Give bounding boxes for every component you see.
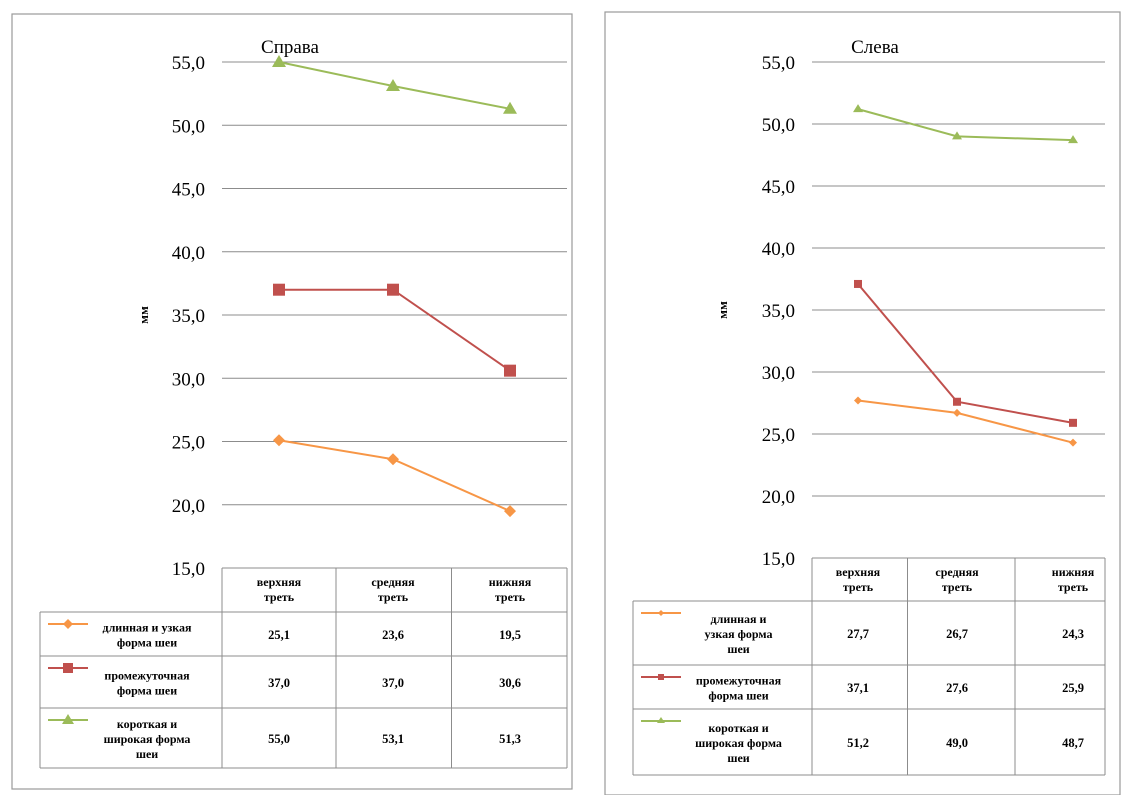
data-point <box>953 408 961 417</box>
data-point <box>387 283 399 296</box>
data-value-label: 27,7 <box>847 627 869 641</box>
data-value-label: 48,7 <box>1062 736 1084 750</box>
series-name-label: промежуточная <box>696 674 782 688</box>
y-tick-label: 40,0 <box>172 243 205 264</box>
legend-key-marker <box>657 717 665 723</box>
x-category-label: средняя <box>935 565 979 579</box>
y-tick-label: 55,0 <box>172 53 205 74</box>
data-value-label: 19,5 <box>499 628 521 642</box>
x-category-label: треть <box>495 590 526 604</box>
data-point <box>1069 438 1077 447</box>
data-value-label: 30,6 <box>499 676 521 690</box>
series-name-label: форма шеи <box>708 689 768 703</box>
legend-key-marker <box>658 610 664 616</box>
data-value-label: 23,6 <box>382 628 404 642</box>
data-value-label: 53,1 <box>382 732 404 746</box>
chart-right-side: 15,0 20,0 25,0 30,0 35,0 40,0 45,0 50,0 55,0 мм Сп… <box>11 13 573 790</box>
data-point <box>952 131 962 140</box>
data-point <box>272 55 286 67</box>
legend-key-marker <box>62 714 74 724</box>
x-category-label: нижняя <box>1052 565 1095 579</box>
x-category-label: нижняя <box>489 575 532 589</box>
data-point <box>504 364 516 377</box>
x-category-label: треть <box>264 590 295 604</box>
legend-key-marker <box>658 674 664 680</box>
series-name-label: промежуточная <box>104 669 190 683</box>
y-axis-label: мм <box>136 306 151 324</box>
data-value-label: 24,3 <box>1062 627 1084 641</box>
y-tick-label: 15,0 <box>172 559 205 580</box>
data-value-label: 51,2 <box>847 736 869 750</box>
data-point <box>854 279 862 288</box>
legend-key-marker <box>63 619 73 629</box>
data-point <box>503 101 517 114</box>
chart-frame <box>11 13 573 790</box>
series-name-label: короткая и <box>708 721 768 735</box>
data-value-label: 25,9 <box>1062 681 1084 695</box>
y-tick-label: 50,0 <box>762 115 795 136</box>
x-category-label: треть <box>378 590 409 604</box>
data-point <box>953 397 961 406</box>
y-tick-label: 20,0 <box>762 487 795 508</box>
chart-left-side-svg: 15,0 20,0 25,0 30,0 35,0 40,0 45,0 50,0 55,0 мм Сл… <box>604 11 1121 795</box>
y-tick-label: 25,0 <box>762 425 795 446</box>
data-value-label: 26,7 <box>946 627 968 641</box>
series-name-label: широкая форма <box>104 732 191 746</box>
x-category-label: треть <box>843 580 874 594</box>
legend-key-marker <box>63 663 73 673</box>
y-tick-label: 55,0 <box>762 53 795 74</box>
series-name-label: форма шеи <box>117 636 177 650</box>
x-category-label: треть <box>1058 580 1089 594</box>
x-category-label: средняя <box>371 575 415 589</box>
x-category-label: верхняя <box>836 565 881 579</box>
y-tick-label: 25,0 <box>172 433 205 454</box>
series-name-label: длинная и <box>711 612 767 626</box>
data-point <box>387 453 399 466</box>
y-tick-label: 45,0 <box>762 177 795 198</box>
y-tick-label: 50,0 <box>172 116 205 137</box>
chart-title: Слева <box>851 37 899 58</box>
data-value-label: 27,6 <box>946 681 968 695</box>
chart-left-side: 15,0 20,0 25,0 30,0 35,0 40,0 45,0 50,0 55,0 мм Сл… <box>597 0 1127 795</box>
series-name-label: форма шеи <box>117 684 177 698</box>
data-point <box>273 434 285 447</box>
data-point <box>386 79 400 92</box>
series-name-label: шеи <box>727 642 749 656</box>
data-value-label: 37,0 <box>382 676 404 690</box>
series-name-label: шеи <box>136 747 158 761</box>
data-point <box>1068 135 1078 144</box>
data-value-label: 49,0 <box>946 736 968 750</box>
series-name-label: короткая и <box>117 717 177 731</box>
data-point <box>504 505 516 518</box>
x-category-label: верхняя <box>257 575 302 589</box>
x-category-label: треть <box>942 580 973 594</box>
y-tick-label: 35,0 <box>762 301 795 322</box>
data-point <box>273 283 285 296</box>
data-value-label: 25,1 <box>268 628 290 642</box>
chart-right-side-svg: 15,0 20,0 25,0 30,0 35,0 40,0 45,0 50,0 55,0 мм Сп… <box>11 13 573 790</box>
series-name-label: узкая форма <box>705 627 773 641</box>
data-value-label: 51,3 <box>499 732 521 746</box>
series-name-label: широкая форма <box>695 736 782 750</box>
y-tick-label: 40,0 <box>762 239 795 260</box>
data-point <box>853 104 863 113</box>
y-tick-label: 35,0 <box>172 306 205 327</box>
y-tick-label: 30,0 <box>172 369 205 390</box>
chart-frame <box>604 11 1121 795</box>
series-name-label: шеи <box>727 751 749 765</box>
y-tick-label: 30,0 <box>762 363 795 384</box>
y-tick-label: 15,0 <box>762 549 795 570</box>
y-tick-label: 45,0 <box>172 180 205 201</box>
data-value-label: 37,0 <box>268 676 290 690</box>
series-name-label: длинная и узкая <box>103 621 193 635</box>
data-point <box>854 396 862 405</box>
data-value-label: 37,1 <box>847 681 869 695</box>
data-value-label: 55,0 <box>268 732 290 746</box>
y-tick-label: 20,0 <box>172 496 205 517</box>
y-axis-label: мм <box>715 301 730 319</box>
chart-title: Справа <box>261 37 319 58</box>
data-point <box>1069 418 1077 427</box>
